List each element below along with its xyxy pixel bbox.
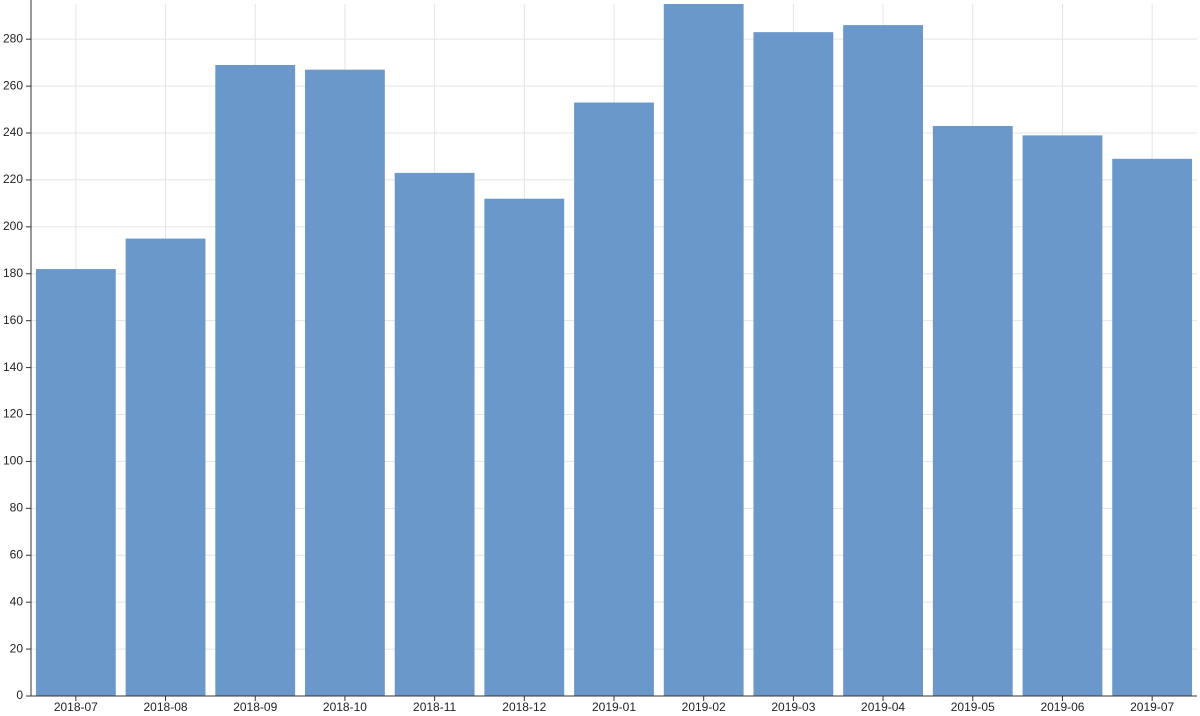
y-tick-label: 60 <box>10 547 24 561</box>
bar <box>215 64 296 697</box>
bar <box>574 102 654 696</box>
bar <box>843 25 923 696</box>
x-tick-label: 2018-12 <box>502 700 546 714</box>
x-tick-label: 2019-05 <box>951 700 995 714</box>
y-tick-label: 20 <box>10 641 24 655</box>
y-tick-label: 260 <box>3 78 23 92</box>
y-tick-label: 0 <box>16 688 23 702</box>
bar <box>932 125 1013 696</box>
y-tick-label: 240 <box>3 125 23 139</box>
x-tick-label: 2018-10 <box>323 700 367 714</box>
bar <box>394 172 475 697</box>
y-tick-label: 80 <box>10 501 24 515</box>
x-tick-label: 2019-04 <box>861 700 905 714</box>
bar <box>125 238 206 696</box>
x-tick-label: 2018-07 <box>54 700 98 714</box>
bar <box>753 32 834 696</box>
y-tick-label: 220 <box>3 172 23 186</box>
x-tick-label: 2019-06 <box>1040 700 1084 714</box>
y-tick-label: 160 <box>3 313 23 327</box>
bar <box>663 4 744 696</box>
y-tick-label: 200 <box>3 219 23 233</box>
bar <box>35 269 116 696</box>
y-tick-label: 180 <box>3 266 23 280</box>
x-tick-label: 2019-03 <box>771 700 815 714</box>
x-tick-label: 2018-11 <box>413 700 456 714</box>
x-tick-label: 2019-02 <box>682 700 726 714</box>
y-tick-label: 280 <box>3 31 23 45</box>
bar <box>1112 158 1193 697</box>
x-tick-label: 2019-07 <box>1130 700 1174 714</box>
y-tick-label: 40 <box>10 594 24 608</box>
x-tick-label: 2018-08 <box>144 700 188 714</box>
bar <box>1022 135 1103 696</box>
y-tick-label: 140 <box>3 360 23 374</box>
x-tick-label: 2019-01 <box>592 700 636 714</box>
y-tick-label: 100 <box>3 454 23 468</box>
bar <box>305 69 385 697</box>
bar <box>484 198 565 696</box>
x-tick-label: 2018-09 <box>233 700 277 714</box>
y-tick-label: 120 <box>3 407 23 421</box>
